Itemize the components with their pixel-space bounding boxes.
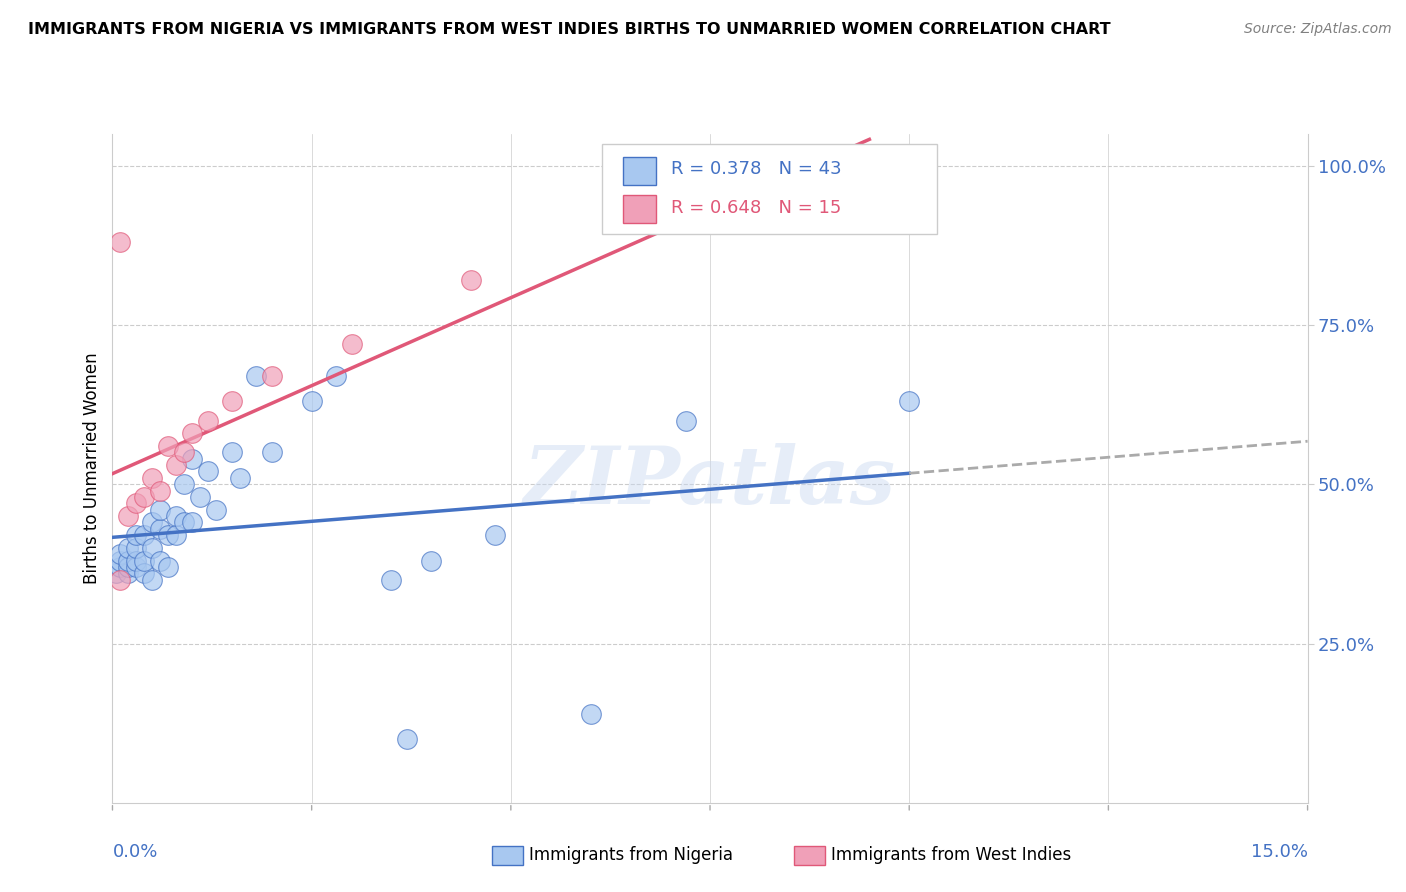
Point [125,541,148,555]
Point [134,490,156,504]
Text: Source: ZipAtlas.com: Source: ZipAtlas.com [1244,22,1392,37]
Bar [623,194,657,223]
Point [181,426,204,441]
Point [117,566,139,581]
Point [165,528,187,542]
Point [125,554,148,568]
Text: Immigrants from Nigeria: Immigrants from Nigeria [529,847,733,864]
Point [205,502,228,516]
Point [173,445,195,459]
Point [197,465,219,479]
Point [157,560,180,574]
Point [197,413,219,427]
Point [110,560,132,574]
Text: Immigrants from West Indies: Immigrants from West Indies [831,847,1071,864]
FancyBboxPatch shape [602,144,936,235]
Point [125,528,148,542]
Text: 0.0%: 0.0% [112,843,157,861]
Point [110,235,132,249]
Point [181,451,204,466]
Point [134,528,156,542]
Point [325,368,347,383]
Point [165,458,187,472]
Point [157,439,180,453]
Point [420,554,443,568]
Point [117,541,139,555]
Point [125,496,148,510]
Bar [623,157,657,186]
Point [165,509,187,524]
Text: IMMIGRANTS FROM NIGERIA VS IMMIGRANTS FROM WEST INDIES BIRTHS TO UNMARRIED WOMEN: IMMIGRANTS FROM NIGERIA VS IMMIGRANTS FR… [28,22,1111,37]
Point [141,573,163,587]
Point [117,554,139,568]
Point [221,445,243,459]
Point [301,394,323,409]
Point [181,516,204,530]
Point [157,528,180,542]
Point [245,368,267,383]
Point [858,159,880,173]
Point [134,554,156,568]
Point [149,522,172,536]
Point [460,273,482,287]
Point [134,566,156,581]
Point [380,573,402,587]
Text: R = 0.648   N = 15: R = 0.648 N = 15 [671,199,841,217]
Text: ZIPatlas: ZIPatlas [524,443,896,520]
Point [484,528,506,542]
Point [260,368,283,383]
Point [340,337,363,351]
Point [149,554,172,568]
Point [229,471,252,485]
Point [110,554,132,568]
Point [221,394,243,409]
Point [149,483,172,498]
Point [117,509,139,524]
Text: R = 0.378   N = 43: R = 0.378 N = 43 [671,161,841,178]
Point [110,547,132,561]
Point [141,541,163,555]
Point [125,560,148,574]
Y-axis label: Births to Unmarried Women: Births to Unmarried Women [83,352,101,584]
Point [675,413,697,427]
Point [105,566,128,581]
Point [173,516,195,530]
Point [141,516,163,530]
Point [117,560,139,574]
Point [579,706,602,721]
Point [898,394,921,409]
Point [141,471,163,485]
Point [188,490,211,504]
Point [260,445,283,459]
Text: 15.0%: 15.0% [1250,843,1308,861]
Point [149,502,172,516]
Point [396,732,419,747]
Point [110,573,132,587]
Point [173,477,195,491]
